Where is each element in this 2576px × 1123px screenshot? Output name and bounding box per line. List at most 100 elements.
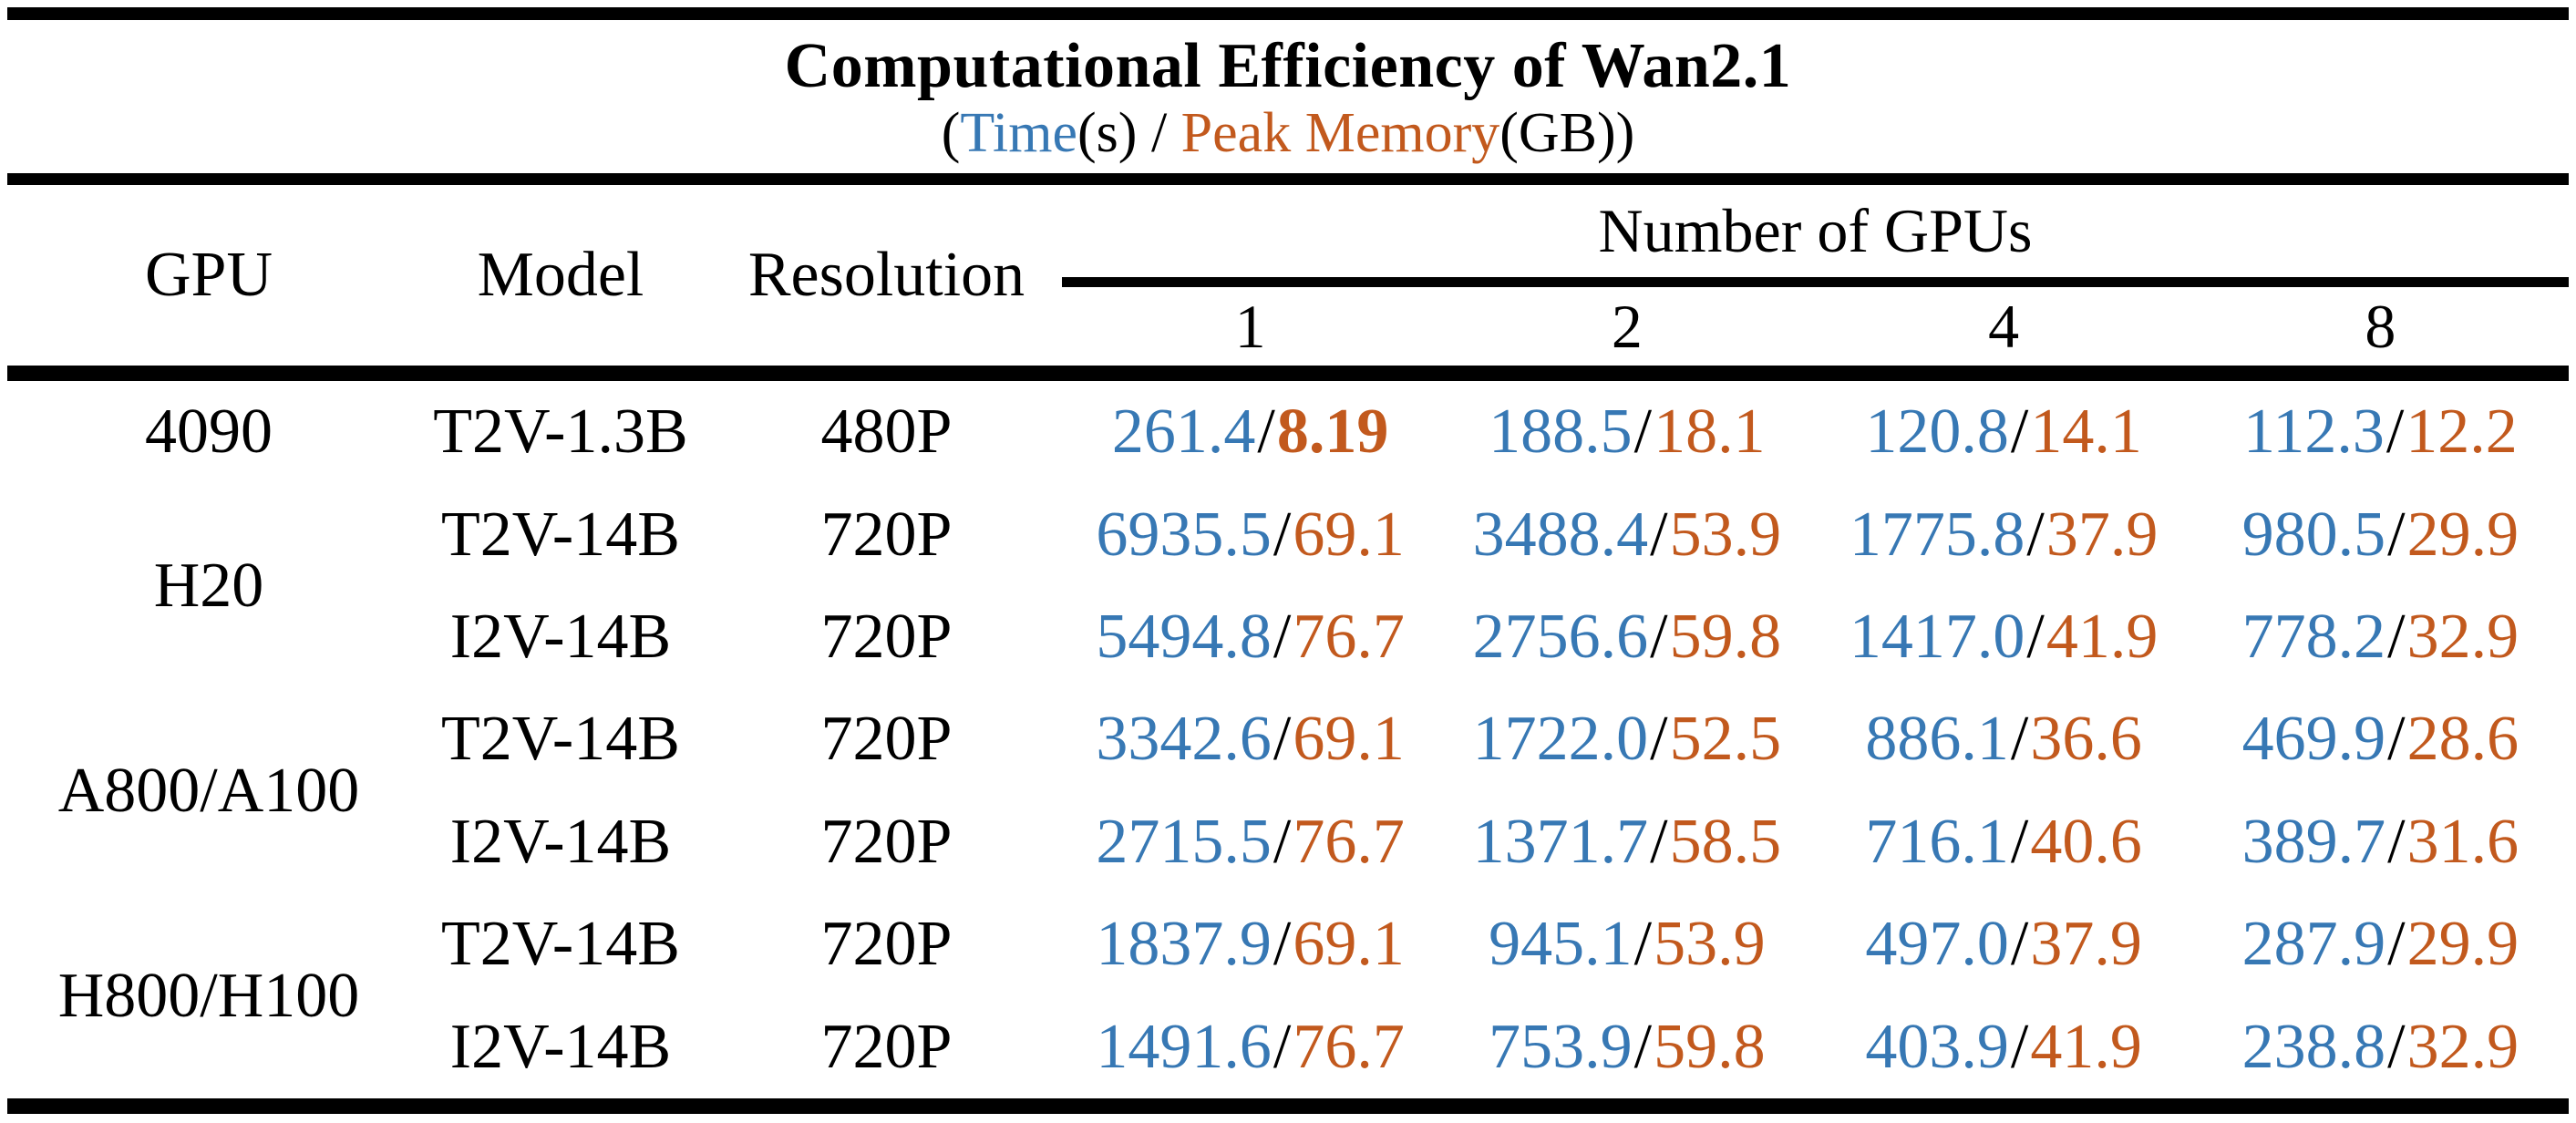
slash-separator: / — [1633, 397, 1653, 468]
metric-cell: 1722.0/52.5 — [1438, 688, 1815, 790]
metric-cell: 1837.9/69.1 — [1062, 893, 1438, 995]
slash-separator: / — [1273, 704, 1292, 775]
time-value: 886.1 — [1865, 704, 2009, 775]
metric-cell: 389.7/31.6 — [2192, 791, 2569, 893]
metric-cell: 753.9/59.8 — [1438, 996, 1815, 1098]
metric-cell: 120.8/14.1 — [1816, 381, 2192, 483]
gpu-cell: 4090 — [145, 397, 273, 468]
time-value: 753.9 — [1489, 1011, 1633, 1082]
slash-separator: / — [2387, 806, 2406, 877]
slash-separator: / — [1650, 602, 1668, 673]
time-value: 2715.5 — [1096, 806, 1272, 877]
metric-cell: 1371.7/58.5 — [1438, 791, 1815, 893]
memory-value: 31.6 — [2406, 806, 2519, 877]
resolution-cell: 720P — [820, 499, 953, 570]
slash-separator: / — [1257, 397, 1275, 468]
memory-value: 69.1 — [1293, 704, 1405, 775]
slash-separator: / — [1273, 806, 1292, 877]
time-value: 5494.8 — [1096, 602, 1272, 673]
subtitle-open-paren: ( — [941, 101, 961, 164]
memory-value: 69.1 — [1293, 499, 1405, 570]
time-value: 2756.6 — [1472, 602, 1649, 673]
metric-cell: 980.5/29.9 — [2192, 483, 2569, 585]
model-cell: I2V-14B — [449, 602, 672, 673]
model-cell: I2V-14B — [449, 806, 672, 877]
column-header-gpu-count-2: 2 — [1611, 292, 1643, 361]
memory-value: 37.9 — [2045, 499, 2159, 570]
time-value: 778.2 — [2241, 602, 2386, 673]
metric-cell: 6935.5/69.1 — [1062, 483, 1438, 585]
time-unit: (s) — [1077, 101, 1138, 164]
time-value: 6935.5 — [1096, 499, 1272, 570]
metric-cell: 2756.6/59.8 — [1438, 586, 1815, 688]
column-header-gpu-count-8: 8 — [2365, 292, 2396, 361]
memory-value: 59.8 — [1654, 1011, 1766, 1082]
slash-separator: / — [2010, 806, 2029, 877]
metric-cell: 469.9/28.6 — [2192, 688, 2569, 790]
slash-separator: / — [2387, 602, 2406, 673]
time-value: 403.9 — [1865, 1011, 2009, 1082]
model-cell: T2V-1.3B — [433, 397, 688, 468]
memory-value: 28.6 — [2406, 704, 2519, 775]
column-header-model: Model — [477, 240, 644, 310]
column-group-header-number-of-gpus: Number of GPUs — [1598, 196, 2033, 265]
slash-separator: / — [2010, 909, 2029, 980]
bottom-margin — [7, 1114, 2569, 1123]
column-header-resolution: Resolution — [747, 240, 1025, 310]
slash-separator: / — [1273, 499, 1292, 570]
time-value: 261.4 — [1111, 397, 1256, 468]
top-rule — [7, 7, 2569, 20]
memory-value: 12.2 — [2406, 397, 2518, 468]
memory-value: 58.5 — [1669, 806, 1782, 877]
memory-value: 36.6 — [2030, 704, 2142, 775]
bottom-rule — [7, 1098, 2569, 1114]
time-value: 188.5 — [1489, 397, 1633, 468]
slash-separator: / — [2387, 909, 2406, 980]
model-cell: T2V-14B — [441, 909, 680, 980]
resolution-cell: 720P — [820, 1011, 953, 1082]
column-header-gpu-count-1: 1 — [1234, 292, 1266, 361]
time-value: 120.8 — [1865, 397, 2009, 468]
time-value: 980.5 — [2241, 499, 2386, 570]
slash-separator: / — [2387, 704, 2406, 775]
time-value: 1722.0 — [1472, 704, 1649, 775]
column-header-gpu: GPU — [144, 240, 273, 310]
memory-value: 32.9 — [2406, 602, 2519, 673]
resolution-cell: 720P — [820, 806, 953, 877]
time-value: 3342.6 — [1096, 704, 1272, 775]
slash-separator: / — [1273, 602, 1292, 673]
metric-cell: 886.1/36.6 — [1816, 688, 2192, 790]
slash-separator: / — [2026, 499, 2045, 570]
memory-value: 69.1 — [1293, 909, 1405, 980]
resolution-cell: 720P — [820, 704, 953, 775]
gpu-cell: H20 — [153, 550, 264, 621]
memory-value: 76.7 — [1293, 806, 1405, 877]
metric-cell: 261.4/8.19 — [1062, 381, 1438, 483]
subtitle-separator: / — [1137, 101, 1181, 164]
gpu-cell: H800/H100 — [57, 960, 360, 1031]
metric-cell: 3342.6/69.1 — [1062, 688, 1438, 790]
memory-value: 53.9 — [1669, 499, 1782, 570]
memory-value: 52.5 — [1669, 704, 1782, 775]
memory-value: 32.9 — [2406, 1011, 2519, 1082]
metric-cell: 1491.6/76.7 — [1062, 996, 1438, 1098]
title-block: Computational Efficiency of Wan2.1 (Time… — [7, 20, 2569, 173]
time-label: Time — [960, 101, 1078, 164]
memory-value: 29.9 — [2406, 499, 2519, 570]
slash-separator: / — [2010, 397, 2029, 468]
memory-unit: (GB)) — [1499, 101, 1635, 164]
time-value: 112.3 — [2242, 397, 2385, 468]
slash-separator: / — [1633, 909, 1653, 980]
title-divider-rule — [7, 173, 2569, 185]
metric-cell: 188.5/18.1 — [1438, 381, 1815, 483]
header-divider-rule — [7, 366, 2569, 381]
metric-cell: 2715.5/76.7 — [1062, 791, 1438, 893]
memory-value: 14.1 — [2030, 397, 2142, 468]
column-header-gpu-count-4: 4 — [1988, 292, 2020, 361]
table-header: GPU Model Resolution Number of GPUs 1 2 … — [7, 185, 2569, 366]
slash-separator: / — [1650, 806, 1668, 877]
memory-value: 29.9 — [2406, 909, 2519, 980]
metric-cell: 112.3/12.2 — [2192, 381, 2569, 483]
time-value: 1775.8 — [1849, 499, 2025, 570]
metric-cell: 287.9/29.9 — [2192, 893, 2569, 995]
